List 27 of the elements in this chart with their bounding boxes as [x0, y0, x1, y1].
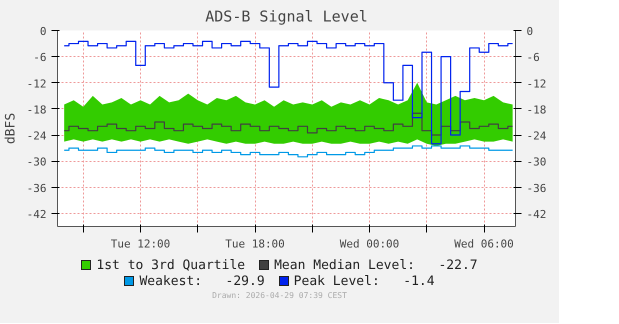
- y-tick-label: -36: [26, 182, 47, 195]
- x-tick-label: Wed 00:00: [340, 238, 400, 250]
- y-tick-label: -18: [26, 103, 47, 116]
- y-tick-label: -6: [33, 51, 47, 64]
- chart-title: ADS-B Signal Level: [205, 8, 368, 26]
- y2-tick-label: -30: [526, 156, 546, 169]
- y-tick-label: -24: [26, 130, 47, 143]
- legend-label: Peak Level: -1.4: [292, 274, 435, 289]
- y-tick-label: -30: [26, 156, 47, 169]
- text: Drawn: 2026-04-29 07:39 CEST: [211, 290, 348, 302]
- x-tick-label: Wed 06:00: [454, 238, 514, 250]
- legend-label: Mean Median Level: -22.7: [273, 258, 478, 273]
- y2-tick-label: -18: [526, 103, 546, 116]
- y2-tick-label: -36: [526, 182, 546, 195]
- y2-tick-label: -12: [526, 77, 546, 90]
- legend-label: Weakest: -29.9: [138, 274, 265, 289]
- x-tick-label: Tue 18:00: [225, 238, 285, 250]
- y2-tick-label: -42: [526, 208, 546, 221]
- y2-tick-label: -6: [526, 51, 540, 64]
- y2-tick-label: -24: [526, 130, 547, 143]
- y2-tick-label: 0: [526, 25, 534, 38]
- y-tick-label: -42: [26, 208, 47, 221]
- legend-label: 1st to 3rd Quartile: [95, 258, 246, 273]
- y-axis-title: dBFS: [4, 112, 19, 144]
- x-tick-label: Tue 12:00: [110, 238, 170, 250]
- y-tick-label: 0: [40, 25, 46, 38]
- y-tick-label: -12: [26, 77, 47, 90]
